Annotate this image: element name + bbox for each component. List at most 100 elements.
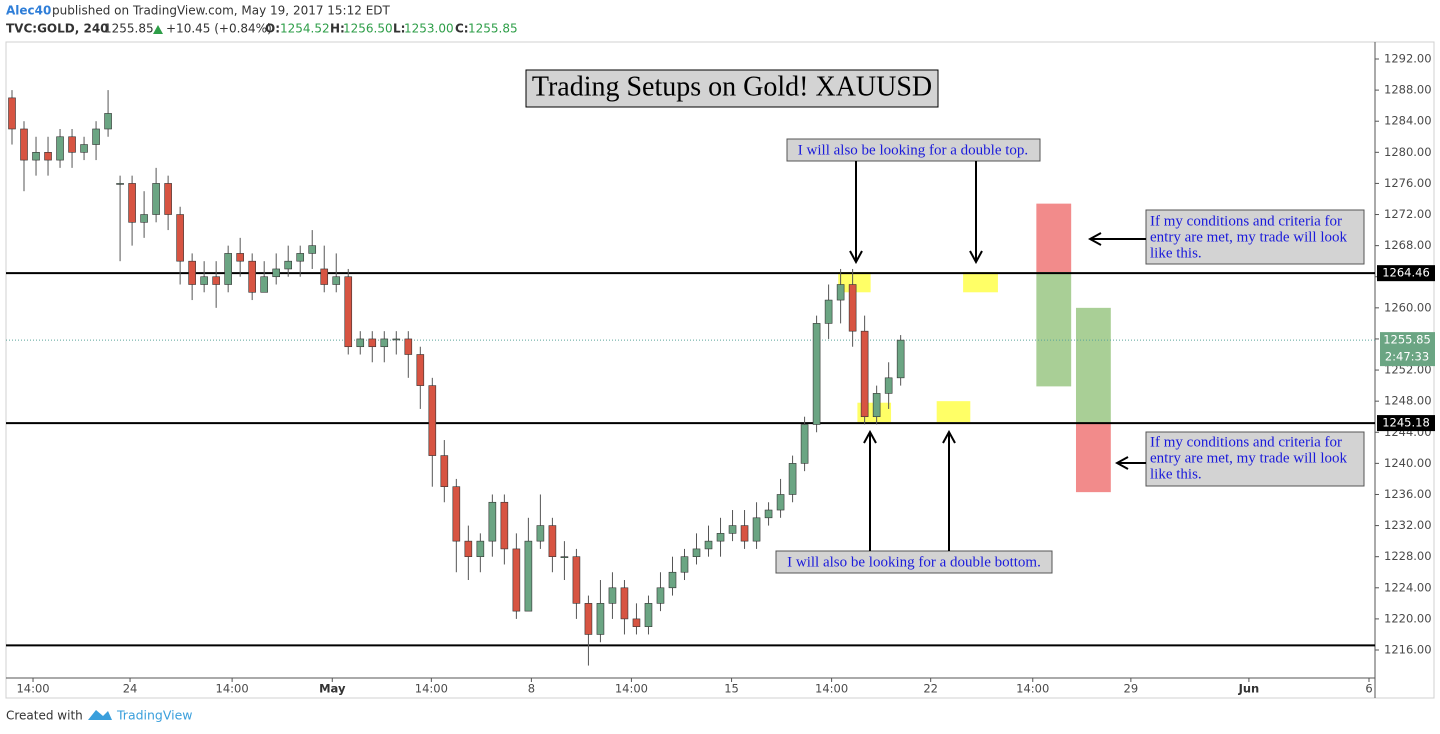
note-line: entry are met, my trade will look xyxy=(1150,229,1348,245)
candle-body xyxy=(728,525,737,534)
candle-body xyxy=(224,253,232,285)
candle-body xyxy=(596,603,605,635)
candle-body xyxy=(56,136,64,161)
y-tick-label: 1268.00 xyxy=(1384,238,1432,252)
candle-body xyxy=(20,128,28,161)
high-label: H: xyxy=(330,22,345,36)
candle-body xyxy=(260,276,268,293)
candle-body xyxy=(188,260,196,285)
candle-body xyxy=(512,548,521,612)
candle-body xyxy=(752,517,761,542)
y-tick-label: 1240.00 xyxy=(1384,456,1432,470)
x-tick-label: 14:00 xyxy=(415,682,448,696)
candle-body xyxy=(500,501,509,550)
chart-frame xyxy=(5,41,1435,699)
candle-body xyxy=(680,556,689,573)
note-box xyxy=(786,138,1041,162)
level-badge xyxy=(1377,415,1435,432)
candle-body xyxy=(884,377,893,394)
y-tick-label: 1272.00 xyxy=(1384,207,1432,221)
x-tick-label: 6 xyxy=(1365,682,1372,696)
candle-body xyxy=(392,338,401,341)
y-tick-label: 1276.00 xyxy=(1384,176,1432,190)
low-value: 1253.00 xyxy=(404,22,454,36)
footer-text: Created with xyxy=(6,709,83,723)
zone xyxy=(1036,203,1072,273)
candle-body xyxy=(44,152,52,161)
candle-body xyxy=(272,268,280,278)
candle-body xyxy=(620,587,629,620)
candle-body xyxy=(740,525,749,542)
close-label: C: xyxy=(455,22,469,36)
note-line: If my conditions and criteria for xyxy=(1150,434,1342,450)
y-tick-label: 1292.00 xyxy=(1384,51,1432,65)
level-badge-label: 1264.46 xyxy=(1382,266,1430,280)
x-tick-label: 8 xyxy=(528,682,535,696)
candle-body xyxy=(32,152,40,161)
candle-body xyxy=(668,571,677,589)
last-price-label: 1255.85 xyxy=(1383,333,1431,347)
y-tick-label: 1236.00 xyxy=(1384,487,1432,501)
candle-body xyxy=(788,463,797,495)
candle-body xyxy=(296,253,305,262)
zone xyxy=(838,272,871,293)
y-tick-label: 1248.00 xyxy=(1384,394,1432,408)
author[interactable]: Alec40 xyxy=(6,4,51,18)
candle-body xyxy=(572,556,581,604)
x-tick-label: 15 xyxy=(724,682,739,696)
countdown: 2:47:33 xyxy=(1385,350,1429,364)
candle-body xyxy=(776,494,785,511)
candle-body xyxy=(152,183,160,215)
note-line: like this. xyxy=(1150,466,1202,482)
y-tick-label: 1288.00 xyxy=(1384,83,1432,97)
candle-body xyxy=(860,330,869,418)
candle-body xyxy=(800,424,809,464)
candle-body xyxy=(104,113,112,130)
candle-body xyxy=(644,603,653,627)
note: I will also be looking for a double bott… xyxy=(787,554,1041,570)
candle-body xyxy=(428,385,437,456)
candle-body xyxy=(488,501,497,542)
y-tick-label: 1216.00 xyxy=(1384,643,1432,657)
candle-body xyxy=(320,268,329,285)
candle-body xyxy=(128,183,136,223)
y-tick-label: 1232.00 xyxy=(1384,518,1432,532)
candle-body xyxy=(68,136,76,153)
note-line: If my conditions and criteria for xyxy=(1150,213,1342,229)
low-label: L: xyxy=(393,22,405,36)
candle-body xyxy=(836,284,845,301)
y-tick-label: 1284.00 xyxy=(1384,114,1432,128)
x-tick-label: 29 xyxy=(1124,682,1139,696)
candle-body xyxy=(584,603,593,635)
level-badge-label: 1245.18 xyxy=(1382,416,1430,430)
candle-body xyxy=(356,338,365,348)
candle-body xyxy=(80,144,88,153)
zone xyxy=(963,272,998,293)
open-value: 1254.52 xyxy=(280,22,330,36)
chart-title: Trading Setups on Gold! XAUUSD xyxy=(532,71,932,102)
note: I will also be looking for a double top. xyxy=(798,142,1028,158)
candle-body xyxy=(464,540,473,557)
x-tick-label: 22 xyxy=(923,682,938,696)
last-price-badge xyxy=(1380,332,1435,367)
y-tick-label: 1228.00 xyxy=(1384,549,1432,563)
brand[interactable]: TradingView xyxy=(116,708,193,723)
candle-body xyxy=(212,276,220,285)
y-tick-label: 1224.00 xyxy=(1384,580,1432,594)
arrows xyxy=(856,161,1146,551)
candle-body xyxy=(704,540,713,550)
candle-body xyxy=(692,548,701,557)
candle-body xyxy=(560,556,569,558)
candle-body xyxy=(896,339,905,379)
candle-body xyxy=(200,276,208,285)
candle-body xyxy=(812,323,821,425)
header-price: 1255.85 xyxy=(104,22,154,36)
published: published on TradingView.com, May 19, 20… xyxy=(52,4,391,18)
note-box xyxy=(1145,209,1365,265)
candle-body xyxy=(824,299,833,324)
open-label: O: xyxy=(265,22,280,36)
candle-body xyxy=(404,338,413,355)
candle-body xyxy=(176,214,184,262)
candle-body xyxy=(164,183,172,215)
